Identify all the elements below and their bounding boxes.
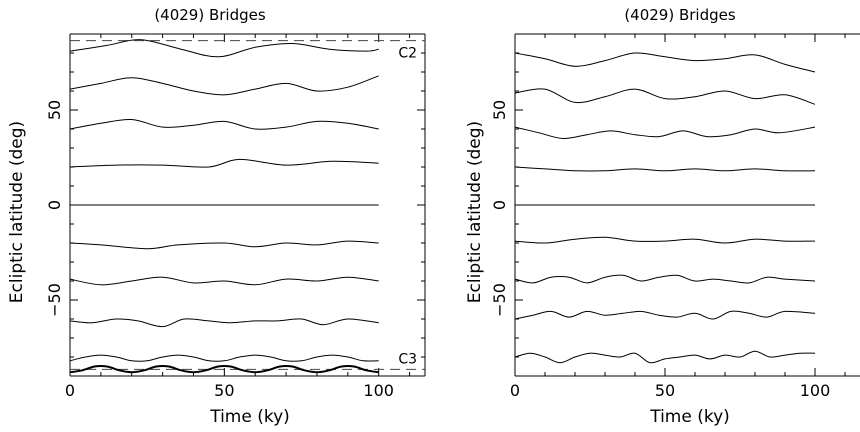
series-line [69, 354, 379, 362]
series-line [514, 166, 816, 172]
y-tick-label: 0 [45, 200, 64, 210]
series-line [514, 274, 816, 284]
x-tick-label: 50 [655, 381, 675, 400]
series-line [69, 75, 379, 96]
x-tick-label: 0 [65, 381, 75, 400]
y-tick-label: 0 [490, 200, 509, 210]
x-axis-label-left: Time (ky) [209, 407, 290, 427]
series-line [514, 236, 816, 244]
series-line [69, 318, 379, 328]
series-line [69, 365, 379, 374]
series-line [69, 158, 379, 168]
series-line [514, 350, 816, 364]
series-line [69, 240, 379, 250]
x-tick-label: 0 [510, 381, 520, 400]
reference-line-label: C2 [398, 46, 417, 62]
y-tick-label: −50 [45, 283, 64, 317]
series-line [514, 310, 816, 320]
x-tick-label: 50 [214, 381, 234, 400]
series-line [69, 118, 379, 130]
x-tick-label: 100 [363, 381, 394, 400]
series-line [514, 88, 816, 105]
y-axis-label-right: Ecliptic latitude (deg) [465, 121, 485, 303]
x-axis-label-right: Time (ky) [649, 407, 730, 427]
series-line [514, 126, 816, 140]
y-tick-label: 50 [45, 100, 64, 120]
y-tick-label: −50 [490, 283, 509, 317]
y-tick-label: 50 [490, 100, 509, 120]
series-line [514, 52, 816, 73]
series-line [69, 276, 379, 286]
chart-title-right: (4029) Bridges [624, 6, 736, 24]
x-tick-label: 100 [800, 381, 831, 400]
series-line [69, 39, 379, 58]
chart-title-left: (4029) Bridges [154, 6, 266, 24]
reference-line-label: C3 [398, 351, 417, 367]
y-axis-label-left: Ecliptic latitude (deg) [7, 121, 27, 303]
panel-left: (4029) Bridges Ecliptic latitude (deg) T… [7, 6, 426, 427]
panel-right: (4029) Bridges Ecliptic latitude (deg) T… [465, 6, 860, 427]
